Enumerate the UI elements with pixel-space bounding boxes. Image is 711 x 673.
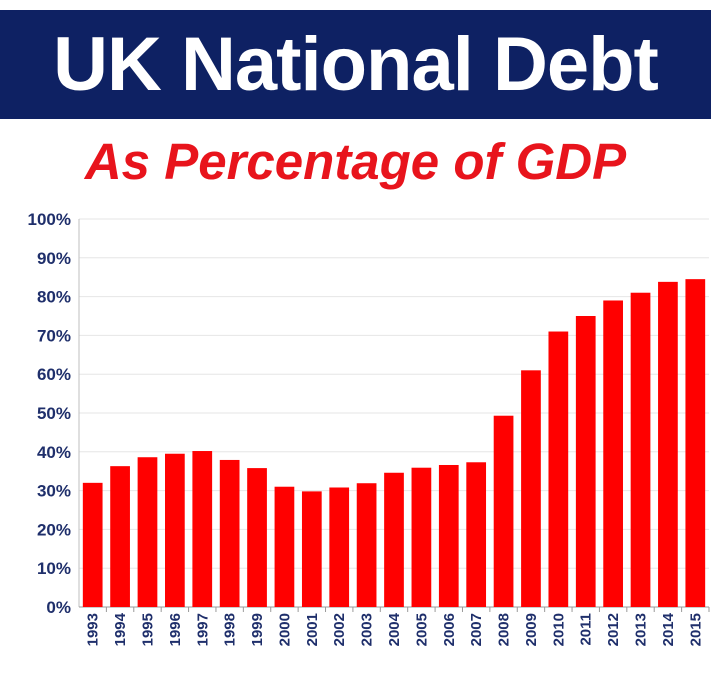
bar-1997 <box>192 451 213 607</box>
y-tick-label: 30% <box>37 482 71 501</box>
y-tick-label: 20% <box>37 520 71 539</box>
y-tick-label: 50% <box>37 404 71 423</box>
x-tick-label: 2007 <box>468 613 485 646</box>
bar-2010 <box>548 331 569 607</box>
x-tick-label: 1997 <box>194 613 211 646</box>
bar-1993 <box>82 482 103 607</box>
bar-1999 <box>247 468 267 607</box>
bar-1995 <box>137 457 158 607</box>
x-tick-label: 2008 <box>496 613 513 646</box>
bar-2004 <box>384 472 404 607</box>
bar-2000 <box>274 486 295 607</box>
bar-2001 <box>301 491 322 607</box>
bar-2005 <box>411 467 432 607</box>
x-tick-label: 2003 <box>359 613 376 646</box>
chart-subtitle: As Percentage of GDP <box>84 133 627 190</box>
bar-2014 <box>658 281 678 607</box>
title-banner: UK National Debt <box>0 10 711 119</box>
x-tick-label: 1996 <box>167 613 184 646</box>
chart-title: UK National Debt <box>53 22 659 107</box>
x-tick-label: 2015 <box>687 613 704 646</box>
x-tick-label: 2014 <box>660 612 677 646</box>
bar-2015 <box>685 279 706 607</box>
x-tick-label: 1998 <box>222 613 239 646</box>
bar-2012 <box>603 300 623 607</box>
x-tick-label: 1994 <box>112 612 129 646</box>
x-tick-label: 2009 <box>523 613 540 646</box>
x-tick-label: 2002 <box>331 613 348 646</box>
x-tick-label: 1995 <box>139 613 156 646</box>
bar-2013 <box>630 292 651 607</box>
y-tick-label: 70% <box>37 326 71 345</box>
bar-2011 <box>575 316 596 607</box>
x-tick-label: 2005 <box>413 613 430 646</box>
x-tick-label: 2013 <box>633 613 650 646</box>
y-tick-label: 80% <box>37 288 71 307</box>
x-tick-label: 2011 <box>578 613 595 646</box>
x-tick-label: 1999 <box>249 613 266 646</box>
x-tick-label: 2010 <box>550 613 567 646</box>
bar-2007 <box>466 462 487 607</box>
x-tick-label: 2012 <box>605 613 622 646</box>
x-tick-label: 2001 <box>304 613 321 646</box>
y-tick-label: 90% <box>37 249 71 268</box>
bar-2003 <box>356 483 377 607</box>
bar-1998 <box>219 459 240 607</box>
y-tick-label: 60% <box>37 365 71 384</box>
bar-1996 <box>165 453 185 607</box>
x-tick-label: 2004 <box>386 612 403 646</box>
x-tick-label: 2006 <box>441 613 458 646</box>
x-tick-label: 1993 <box>85 613 102 646</box>
bar-2002 <box>329 487 350 607</box>
bar-1994 <box>110 466 130 607</box>
bar-2006 <box>438 464 459 607</box>
bar-2008 <box>493 415 514 607</box>
y-tick-label: 40% <box>37 443 71 462</box>
y-tick-label: 0% <box>46 598 71 617</box>
x-tick-label: 2000 <box>276 613 293 646</box>
y-tick-label: 100% <box>28 210 71 229</box>
bar-2009 <box>521 370 541 607</box>
y-tick-label: 10% <box>37 559 71 578</box>
